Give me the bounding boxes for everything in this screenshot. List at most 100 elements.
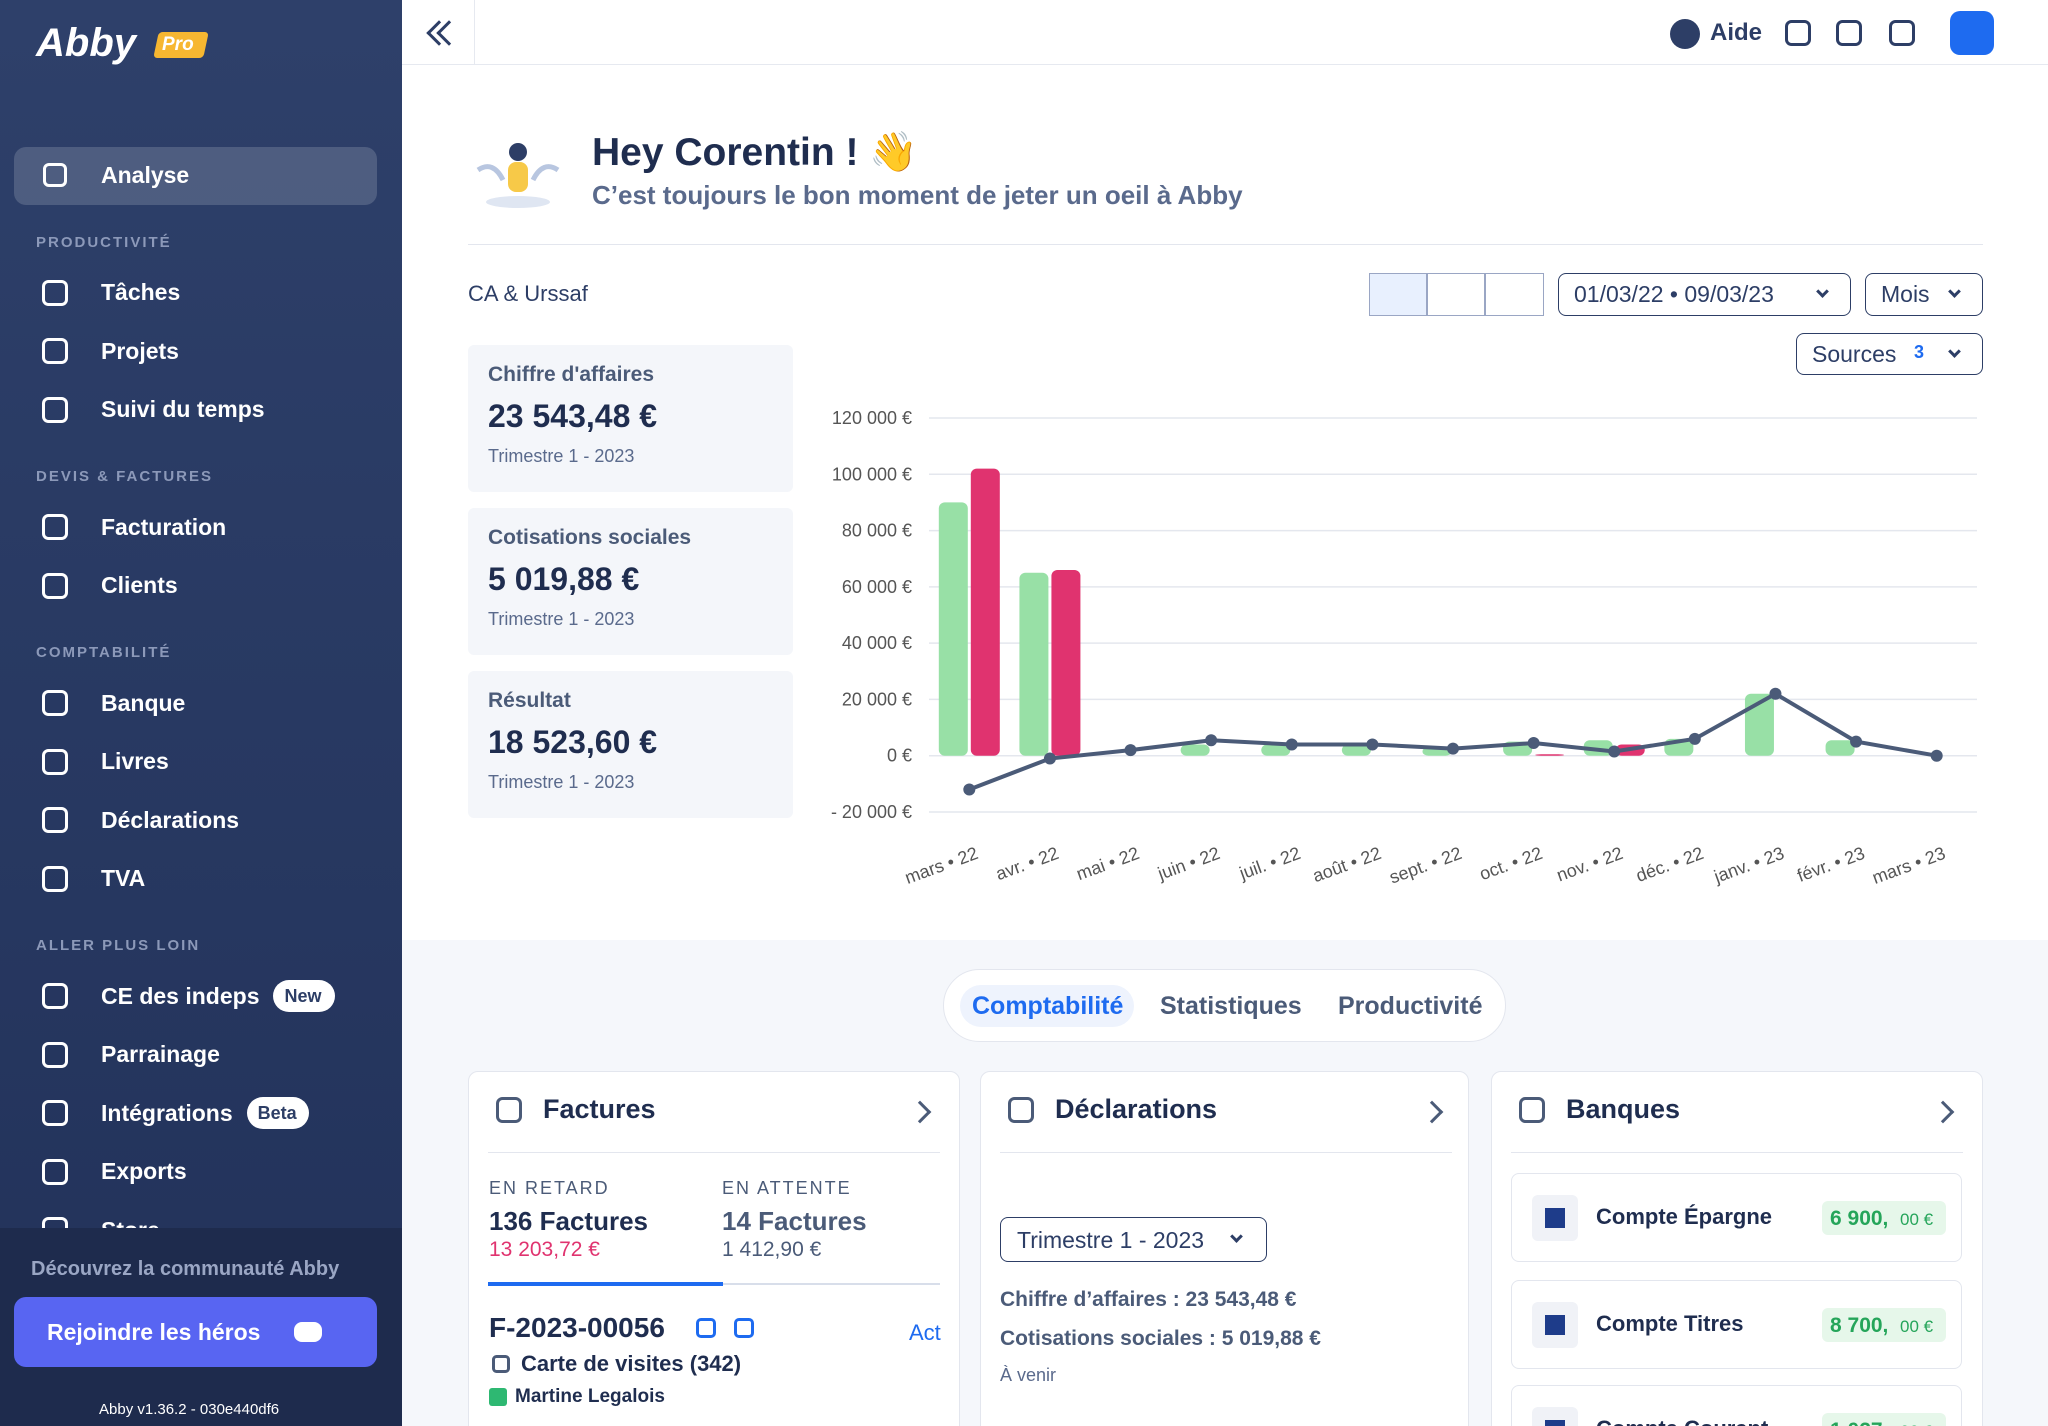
bar — [1261, 744, 1291, 756]
client-avatar — [489, 1388, 507, 1406]
nav-item[interactable]: Exports — [101, 1158, 187, 1185]
icon — [43, 163, 67, 187]
sidebar — [0, 0, 402, 1426]
y-tick-label: 100 000 € — [832, 464, 912, 484]
kpi-label: Cotisations sociales — [488, 525, 692, 549]
x-tick-label: août • 22 — [1310, 843, 1384, 886]
account-cents: 00 € — [1900, 1421, 1933, 1426]
panel-divider — [1000, 1152, 1452, 1153]
kpi-label: Résultat — [488, 688, 571, 712]
logo: Abby — [36, 21, 136, 66]
chart-type-button[interactable] — [1369, 273, 1427, 316]
icon — [42, 338, 68, 364]
icon — [492, 1355, 510, 1373]
chart-type-button[interactable] — [1485, 273, 1544, 316]
icon — [42, 514, 68, 540]
count: 136 Factures — [489, 1205, 648, 1236]
join-button-text: Rejoindre les héros — [47, 1318, 261, 1345]
bar — [970, 468, 1000, 756]
avatar[interactable] — [1950, 11, 1994, 55]
chart-type-button[interactable] — [1427, 273, 1485, 316]
amount-late: 13 203,72 € — [489, 1237, 600, 1261]
icon — [42, 572, 68, 599]
x-tick-label: mars • 23 — [1869, 843, 1948, 888]
nav-item[interactable]: Clients — [101, 572, 178, 599]
decl-cotisations: Cotisations sociales : 5 019,88 € — [1000, 1326, 1321, 1350]
bank-logo — [1532, 1407, 1578, 1426]
nav-tag — [246, 1097, 309, 1129]
decl-ca: Chiffre d’affaires : 23 543,48 € — [1000, 1287, 1297, 1311]
nav-item[interactable]: Parrainage — [101, 1041, 220, 1068]
kpi-card — [468, 671, 793, 818]
period-dropdown[interactable] — [1865, 273, 1983, 316]
decl-status: À venir — [1000, 1364, 1057, 1385]
account-name: Compte Courant — [1596, 1415, 1768, 1426]
help-text[interactable]: Aide — [1710, 19, 1763, 47]
nav-item[interactable]: Intégrations — [101, 1099, 233, 1126]
tab[interactable]: Productivité — [1338, 991, 1483, 1020]
y-tick-label: 20 000 € — [842, 689, 912, 709]
tab-underline — [488, 1282, 723, 1286]
period: Trimestre 1 - 2023 — [1017, 1226, 1205, 1253]
sources-count: 3 — [1914, 341, 1925, 362]
account-name: Compte Épargne — [1596, 1204, 1773, 1230]
x-tick-label: mars • 22 — [902, 843, 981, 888]
result-point — [1366, 738, 1379, 751]
nav-item[interactable]: CE des indeps — [101, 982, 260, 1009]
help-icon[interactable] — [1670, 19, 1700, 49]
kpi-card — [468, 508, 793, 655]
bar — [1019, 572, 1049, 756]
panel-divider — [1511, 1152, 1963, 1153]
kpi-card — [468, 345, 793, 492]
header-icon — [1785, 20, 1811, 46]
tab-line — [723, 1283, 940, 1285]
nav-item[interactable]: Banque — [101, 689, 186, 716]
bar — [1051, 569, 1081, 756]
result-point — [1124, 744, 1137, 757]
nav-active[interactable] — [14, 147, 377, 205]
invoice-client: Martine Legalois — [515, 1386, 665, 1408]
nav-section-title: ALLER PLUS LOIN — [36, 937, 201, 955]
header — [402, 0, 2048, 65]
panel-title: Déclarations — [1055, 1094, 1218, 1125]
icon — [42, 1158, 68, 1185]
logo-badge-text: Pro — [162, 34, 194, 56]
nav-item[interactable]: Analyse — [101, 161, 190, 188]
count: 14 Factures — [722, 1205, 867, 1236]
discord-icon — [294, 1322, 322, 1342]
result-point — [1688, 732, 1701, 745]
bar — [938, 502, 968, 756]
bar — [1341, 744, 1371, 756]
icon — [42, 865, 68, 892]
nav-section-title: COMPTABILITÉ — [36, 644, 172, 662]
nav-item[interactable]: TVA — [101, 865, 146, 892]
nav-item[interactable]: Déclarations — [101, 806, 240, 833]
icon — [42, 1100, 68, 1126]
nav-item[interactable]: Suivi du temps — [101, 396, 265, 423]
greeting-title: Hey Corentin ! 👋 — [592, 130, 918, 174]
tab[interactable]: Comptabilité — [972, 991, 1124, 1020]
invoice-action[interactable]: Act — [909, 1320, 941, 1346]
panel-title: Banques — [1566, 1094, 1681, 1125]
nav-item[interactable]: Facturation — [101, 513, 227, 540]
bank-logo-mark — [1545, 1420, 1565, 1426]
nav-item[interactable]: Tâches — [101, 279, 181, 306]
kpi-value: 18 523,60 € — [488, 724, 658, 761]
bar — [1744, 693, 1774, 756]
x-tick-label: avr. • 22 — [993, 843, 1061, 884]
icon — [42, 279, 68, 306]
nav-item[interactable]: Projets — [101, 337, 179, 364]
tab[interactable]: Statistiques — [1160, 991, 1302, 1020]
divider — [468, 244, 1983, 245]
amount-badge — [1822, 1413, 1946, 1426]
period-dropdown[interactable] — [1000, 1217, 1267, 1262]
icon — [1008, 1097, 1034, 1123]
date-dropdown[interactable] — [1558, 273, 1851, 316]
tabs — [943, 969, 1506, 1042]
nav-item[interactable]: Livres — [101, 748, 169, 775]
kpi-label: Chiffre d'affaires — [488, 362, 655, 386]
bar — [1180, 744, 1210, 756]
nav-tag — [273, 980, 336, 1012]
sources-dropdown[interactable] — [1796, 333, 1983, 375]
x-tick-label: déc. • 22 — [1633, 843, 1706, 886]
